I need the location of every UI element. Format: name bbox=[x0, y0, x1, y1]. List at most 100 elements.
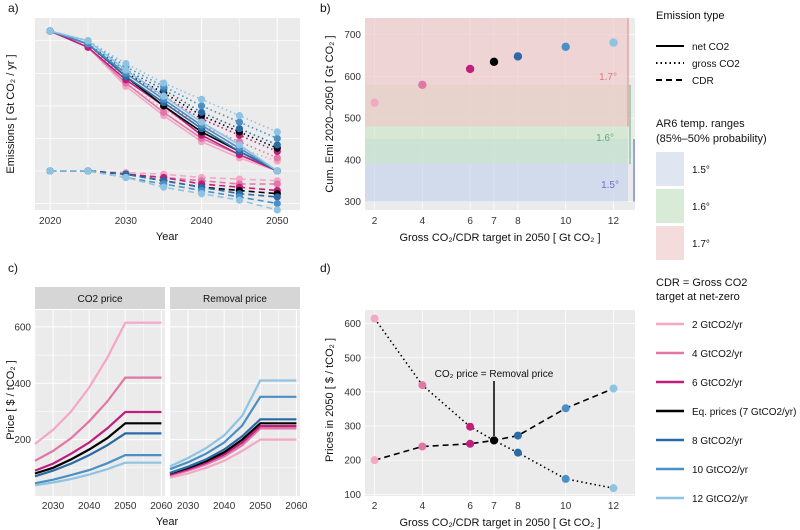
data-point-net bbox=[46, 27, 54, 35]
y-tick-label: 200 bbox=[14, 435, 31, 446]
y-tick-label: 700 bbox=[344, 30, 361, 41]
data-point bbox=[418, 381, 427, 390]
x-tick-label: 8 bbox=[515, 501, 521, 512]
data-point-gross bbox=[235, 112, 244, 120]
x-tick-label: 12 bbox=[608, 501, 620, 512]
data-point-gross bbox=[235, 125, 244, 133]
data-point bbox=[370, 314, 379, 323]
legend-net-co2-label: net CO2 bbox=[692, 42, 730, 53]
x-tick-label: 10 bbox=[560, 216, 572, 227]
legend-emission-type-title: Emission type bbox=[656, 10, 724, 22]
data-point bbox=[513, 431, 522, 440]
x-tick-label: 7 bbox=[491, 501, 497, 512]
data-point-net bbox=[235, 141, 244, 149]
legend-cdr-title-1: CDR = Gross CO2 bbox=[656, 277, 747, 289]
data-point-gross bbox=[197, 102, 206, 110]
data-point bbox=[609, 38, 618, 47]
legend-cdr-label: 10 GtCO2/yr bbox=[692, 465, 749, 476]
price-line-removal_price bbox=[169, 395, 297, 471]
panel-d: 2 4 6 7 8 10 12 100 200 300 400 500 600 CO₂ price = … bbox=[324, 310, 635, 529]
data-point-net bbox=[160, 92, 168, 100]
y-tick-label: 300 bbox=[344, 197, 361, 208]
x-tick-label: 2 bbox=[372, 501, 378, 512]
legend-gross-co2-label: gross CO2 bbox=[692, 59, 740, 70]
panel-d-xlabel: Gross CO₂/CDR target in 2050 [ Gt CO₂ ] bbox=[399, 517, 600, 529]
data-point-cdr bbox=[273, 206, 281, 214]
panel-a-plot-bg bbox=[35, 18, 300, 210]
data-point-cdr bbox=[273, 180, 281, 188]
y-tick-label: 500 bbox=[344, 114, 361, 125]
legend-ar6-swatch bbox=[656, 152, 684, 186]
data-point bbox=[465, 64, 475, 74]
strip-co2-price bbox=[35, 287, 165, 309]
data-point-net bbox=[197, 118, 206, 126]
data-point-gross bbox=[273, 128, 281, 136]
legend-emission-type: Emission type net CO2 gross CO2 CDR bbox=[656, 10, 740, 87]
x-tick-label: 10 bbox=[560, 501, 572, 512]
panel-b-xlabel: Gross CO₂/CDR target in 2050 [ Gt CO₂ ] bbox=[399, 232, 600, 244]
price-line-removal_price bbox=[169, 418, 297, 474]
x-tick-label: 2040 bbox=[78, 501, 101, 512]
data-point bbox=[466, 439, 475, 448]
y-tick-label: 600 bbox=[344, 72, 361, 83]
x-tick-label: 2040 bbox=[190, 216, 213, 227]
price-line-removal_price bbox=[169, 427, 297, 477]
price-line-co2_price bbox=[34, 432, 162, 478]
legend-cdr-title-2: target at net-zero bbox=[656, 291, 740, 303]
data-point-gross bbox=[273, 134, 281, 143]
panel-a-xlabel: Year bbox=[156, 231, 179, 243]
temp-band-label: 1.5° bbox=[601, 180, 619, 191]
strip-removal-price-label: Removal price bbox=[203, 294, 267, 305]
legend-ar6-swatch bbox=[656, 226, 684, 260]
data-point bbox=[561, 42, 570, 51]
y-tick-label: 200 bbox=[344, 456, 361, 467]
data-point-cdr bbox=[84, 167, 92, 175]
y-tick-label: 500 bbox=[344, 353, 361, 364]
y-tick-label: 300 bbox=[344, 422, 361, 433]
legend-ar6-title-1: AR6 temp. ranges bbox=[656, 118, 745, 130]
data-point-cdr bbox=[122, 173, 130, 182]
x-tick-label: 6 bbox=[467, 216, 473, 227]
legend-cdr-label: 2 GtCO2/yr bbox=[692, 320, 743, 331]
panel-d-ylabel: Prices in 2050 [ $ / tCO₂ ] bbox=[324, 338, 336, 462]
panel-d-plot-bg bbox=[365, 310, 635, 496]
data-point bbox=[561, 404, 570, 413]
data-point-gross bbox=[273, 141, 281, 149]
data-point bbox=[490, 436, 499, 445]
data-point-net bbox=[160, 108, 168, 116]
legend-ar6-label: 1.5° bbox=[692, 165, 710, 176]
x-tick-label: 2050 bbox=[249, 501, 272, 512]
data-point-cdr bbox=[160, 183, 168, 191]
panel-d-tag: d) bbox=[320, 261, 331, 275]
data-point-net bbox=[84, 37, 92, 45]
price-line-removal_price bbox=[169, 379, 297, 468]
x-tick-label: 2060 bbox=[150, 501, 173, 512]
legend-cdr-label: 4 GtCO2/yr bbox=[692, 349, 743, 360]
x-tick-label: 2030 bbox=[177, 501, 200, 512]
x-tick-label: 12 bbox=[608, 216, 620, 227]
data-point bbox=[609, 484, 618, 493]
price-line-co2_price bbox=[34, 410, 162, 472]
y-tick-label: 100 bbox=[344, 490, 361, 501]
strip-co2-price-label: CO2 price bbox=[77, 294, 122, 305]
data-point bbox=[489, 57, 499, 67]
price-line-co2_price bbox=[34, 454, 162, 485]
price-line-co2_price bbox=[34, 321, 162, 445]
x-tick-label: 4 bbox=[420, 216, 426, 227]
legend-ar6-label: 1.6° bbox=[692, 202, 710, 213]
panel-a: 2020 2030 2040 2050 Year Emissions [ Gt CO₂… bbox=[5, 18, 300, 243]
y-tick-label: 600 bbox=[344, 319, 361, 330]
data-point-gross bbox=[235, 118, 244, 126]
price-line-co2_price bbox=[34, 376, 162, 462]
data-point bbox=[370, 98, 379, 107]
data-point-net bbox=[273, 167, 281, 175]
x-tick-label: 2 bbox=[372, 216, 378, 227]
panel-c-xlabel: Year bbox=[156, 516, 179, 528]
temp-band-label: 1.7° bbox=[599, 72, 617, 83]
data-point-gross bbox=[160, 79, 168, 87]
data-point bbox=[513, 448, 522, 457]
data-point-cdr bbox=[46, 167, 54, 175]
legend-ar6-label: 1.7° bbox=[692, 239, 710, 250]
temp-band-label: 1.6° bbox=[596, 133, 614, 144]
